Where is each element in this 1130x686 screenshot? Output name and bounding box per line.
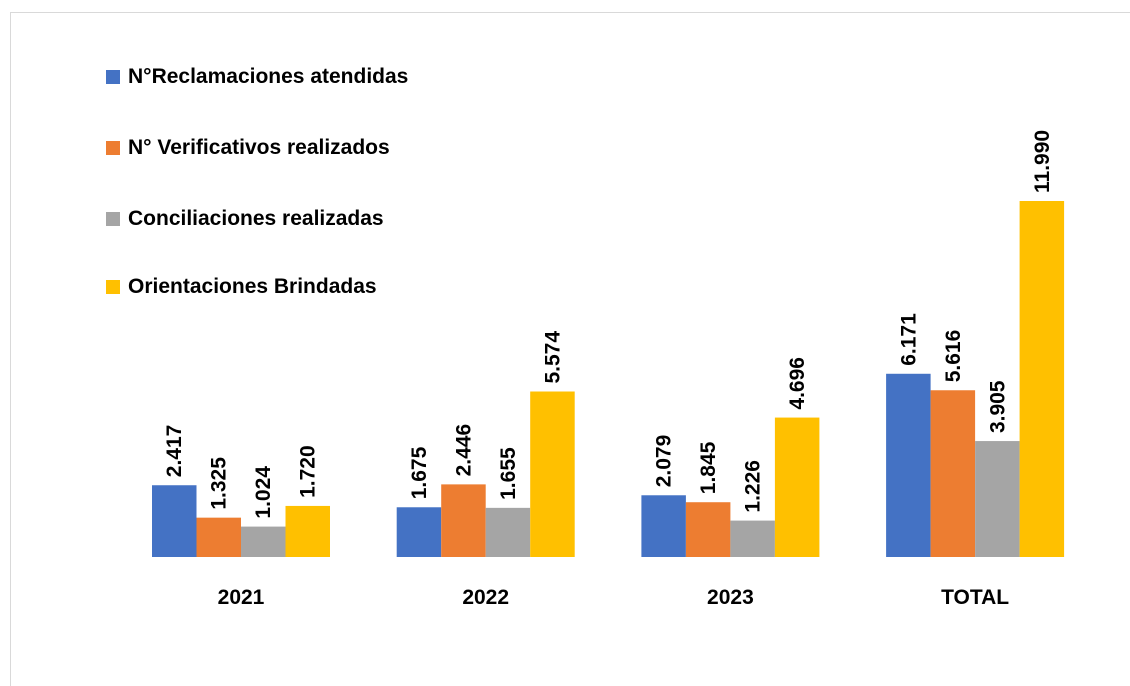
bar — [152, 485, 197, 557]
value-label: 6.171 — [897, 313, 920, 366]
bar — [530, 391, 575, 557]
bar — [396, 507, 442, 557]
value-label: 5.616 — [942, 330, 965, 383]
bar — [641, 495, 686, 557]
bar — [730, 520, 775, 557]
legend-swatch — [106, 70, 120, 84]
x-tick-label: 2022 — [462, 586, 509, 609]
legend-swatch — [106, 212, 120, 226]
value-label: 3.905 — [986, 380, 1009, 433]
x-tick-label: TOTAL — [941, 586, 1009, 609]
bar — [886, 373, 931, 557]
bar — [930, 390, 976, 557]
value-label: 1.675 — [408, 446, 431, 499]
bar — [774, 417, 820, 557]
bar — [1019, 201, 1065, 557]
legend-label: N°Reclamaciones atendidas — [128, 65, 409, 88]
value-label: 1.226 — [742, 460, 765, 513]
legend-entry: N°Reclamaciones atendidas — [106, 59, 466, 94]
legend-entry: N° Verificativos realizados — [106, 130, 466, 165]
value-label: 5.574 — [541, 331, 564, 384]
x-tick-label: 2023 — [707, 586, 754, 609]
value-label: 2.446 — [452, 424, 475, 477]
bar — [285, 505, 330, 557]
value-label: 1.655 — [497, 447, 520, 500]
bar — [485, 507, 531, 557]
x-tick-label: 2021 — [218, 586, 265, 609]
value-label: 4.696 — [786, 357, 809, 410]
legend-swatch — [106, 141, 120, 155]
value-label: 1.720 — [297, 445, 320, 498]
bar — [241, 526, 286, 557]
legend-entry: Conciliaciones realizadas — [106, 201, 466, 236]
value-label: 1.845 — [697, 441, 720, 494]
chart-frame — [10, 12, 1130, 686]
value-label: 1.325 — [208, 457, 231, 510]
value-label: 1.024 — [252, 466, 275, 519]
legend-label: Conciliaciones realizadas — [128, 207, 384, 230]
value-label: 11.990 — [1031, 130, 1054, 193]
bar — [975, 441, 1020, 557]
value-label: 2.079 — [653, 435, 676, 488]
bar — [196, 517, 241, 557]
bar — [685, 502, 731, 557]
value-label: 2.417 — [163, 425, 186, 478]
bar — [441, 484, 486, 557]
legend-swatch — [106, 280, 120, 294]
legend-label: N° Verificativos realizados — [128, 136, 390, 159]
legend-entry: Orientaciones Brindadas — [106, 269, 466, 304]
legend-label: Orientaciones Brindadas — [128, 275, 377, 298]
